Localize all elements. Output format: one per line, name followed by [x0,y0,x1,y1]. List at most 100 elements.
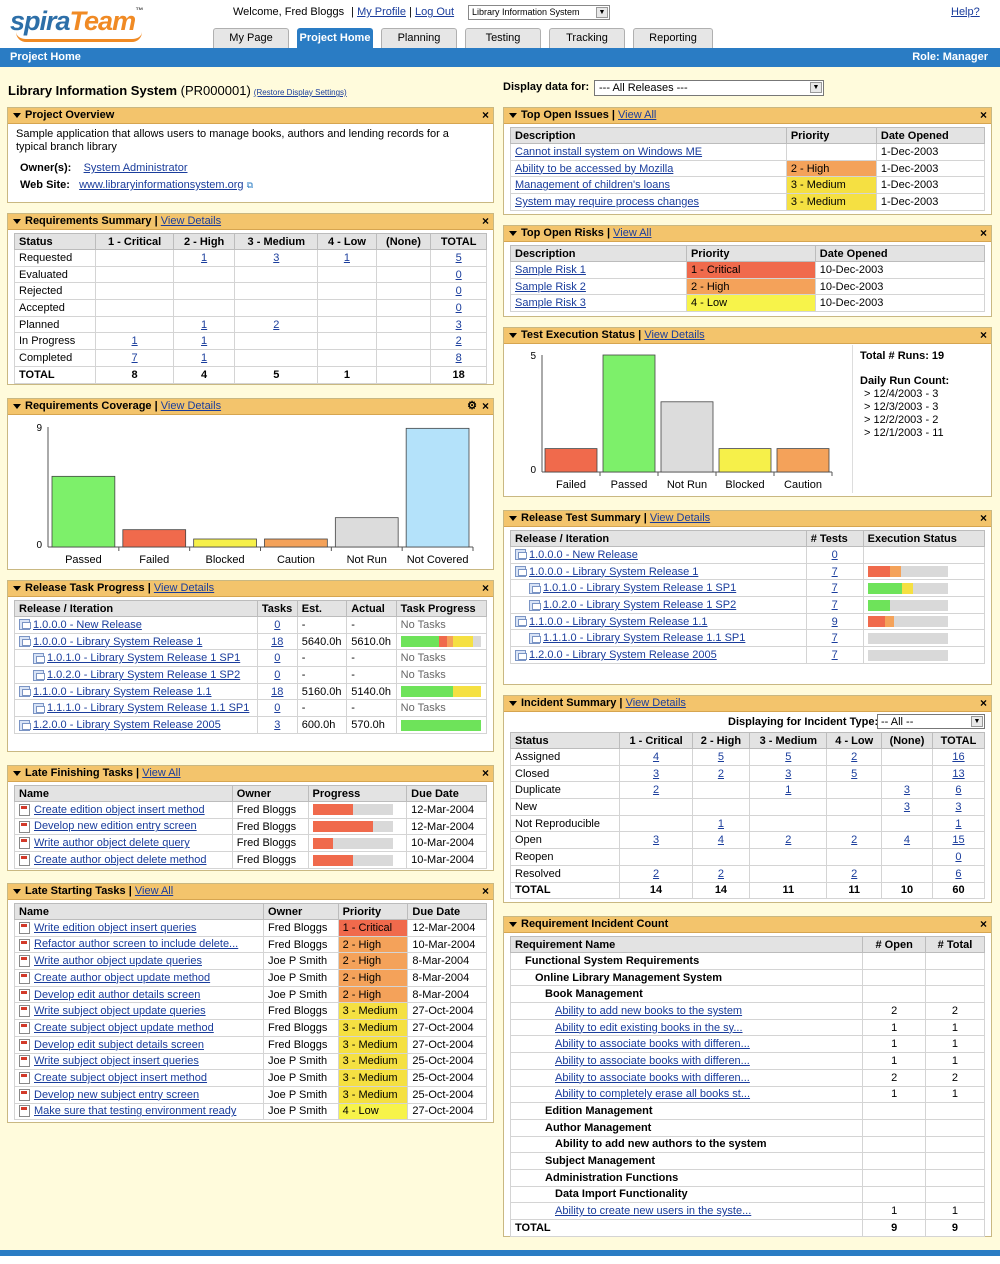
close-icon[interactable]: × [979,511,987,525]
table-cell[interactable]: 1 [931,814,986,833]
table-cell[interactable] [172,282,236,301]
table-cell[interactable] [826,781,882,800]
view-details-link[interactable]: View Details [160,215,222,227]
release-link[interactable]: 1.1.0.0 - Library System Release 1.1 [529,615,708,628]
table-cell[interactable] [881,848,933,866]
release-cell[interactable]: 1.0.1.0 - Library System Release 1 SP1 [510,579,807,598]
table-cell[interactable]: 7 [805,646,864,664]
table-cell[interactable] [95,249,174,267]
close-icon[interactable]: × [979,328,987,342]
release-link[interactable]: 1.0.0.0 - New Release [529,548,638,561]
table-cell[interactable]: 2 [749,831,828,850]
column-header[interactable]: Status [509,732,621,749]
release-link[interactable]: 1.0.0.0 - New Release [33,618,142,631]
column-header[interactable]: (None) [375,233,432,250]
column-header[interactable]: # Tests [805,530,864,547]
requirement-link[interactable]: Ability to completely erase all books st… [555,1088,751,1101]
cell-link[interactable]: 3 [455,318,462,331]
table-cell[interactable]: 2 [691,764,751,783]
table-cell[interactable] [317,265,377,284]
task-name-cell[interactable]: Write subject object insert queries [13,1052,265,1071]
task-link[interactable]: Create author object delete method [34,853,207,866]
cell-link[interactable]: 3 [785,767,792,780]
bar-passed[interactable] [602,354,656,473]
requirement-link[interactable]: Ability to associate books with differen… [555,1038,750,1051]
table-cell[interactable] [881,764,933,783]
table-cell[interactable]: 1 [172,249,236,267]
release-link[interactable]: 1.2.0.0 - Library System Release 2005 [33,718,221,731]
table-cell[interactable]: 0 [430,282,487,301]
cell-link[interactable]: 0 [455,301,462,314]
task-name-cell[interactable]: Write subject object update queries [13,1002,265,1021]
task-link[interactable]: Write edition object insert queries [34,921,197,934]
table-cell[interactable] [749,814,828,833]
column-header[interactable]: Priority [337,903,409,920]
requirement-cell[interactable]: Ability to completely erase all books st… [509,1085,864,1104]
requirement-cell[interactable]: Ability to associate books with differen… [509,1052,864,1070]
project-select[interactable]: Library Information System ▼ [468,5,610,20]
release-link[interactable]: 1.1.1.0 - Library System Release 1.1 SP1 [47,702,250,715]
cell-link[interactable]: 3 [903,800,911,813]
restore-display-link[interactable]: (Restore Display Settings) [253,88,347,97]
column-header[interactable]: Requirement Name [509,936,864,953]
column-header[interactable]: Name [14,785,233,802]
task-link[interactable]: Refactor author screen to include delete… [34,938,239,951]
close-icon[interactable]: × [481,214,489,228]
column-header[interactable]: Owner [263,903,339,920]
task-name-cell[interactable]: Write edition object insert queries [13,919,265,937]
table-cell[interactable]: 0 [256,699,298,718]
bar-passed[interactable] [51,475,116,548]
table-cell[interactable]: 5 [749,748,828,766]
cell-link[interactable]: 4 [652,750,660,763]
column-header[interactable]: Name [13,903,265,920]
column-header[interactable]: # Open [862,936,926,953]
table-cell[interactable]: 3 [430,315,487,334]
cell-link[interactable]: Sample Risk 2 [515,280,586,293]
cell-link[interactable]: 7 [831,648,838,661]
task-name-cell[interactable]: Develop edit author details screen [13,985,265,1004]
cell-link[interactable]: 0 [831,548,838,561]
column-header[interactable]: (None) [881,732,933,749]
table-cell[interactable]: System may require process changes [510,193,787,211]
cell-link[interactable]: 2 [273,318,280,331]
requirement-link[interactable]: Ability to associate books with differen… [555,1054,750,1067]
table-cell[interactable] [95,265,174,284]
column-header[interactable]: Description [510,245,687,262]
table-cell[interactable]: 0 [430,265,487,284]
table-cell[interactable]: 1 [749,781,828,800]
collapse-icon[interactable] [509,113,517,118]
column-header[interactable]: Due Date [407,903,487,920]
table-cell[interactable] [317,315,377,334]
column-header[interactable]: Date Opened [875,127,986,144]
release-cell[interactable]: 1.0.0.0 - Library System Release 1 [14,632,258,651]
requirement-cell[interactable]: Ability to create new users in the syste… [509,1202,864,1220]
table-cell[interactable] [95,299,174,317]
column-header[interactable]: Release / Iteration [14,600,258,617]
collapse-icon[interactable] [13,586,21,591]
close-icon[interactable]: × [979,917,987,931]
table-cell[interactable]: 5 [691,748,751,766]
cell-link[interactable]: 2 [851,750,858,763]
table-cell[interactable]: Sample Risk 1 [510,261,687,279]
column-header[interactable]: Description [510,127,787,144]
bar-not-covered[interactable] [405,427,470,548]
cell-link[interactable]: 0 [274,668,281,681]
task-link[interactable]: Create author object update method [34,971,211,984]
table-cell[interactable] [172,265,236,284]
column-header[interactable]: Priority [785,127,877,144]
table-cell[interactable]: 0 [256,649,298,668]
column-header[interactable]: 1 - Critical [95,233,174,250]
table-cell[interactable]: 1 [172,315,236,334]
view-all-link[interactable]: View All [134,885,174,897]
task-name-cell[interactable]: Create subject object update method [13,1019,265,1037]
cell-link[interactable]: 1 [955,817,962,830]
close-icon[interactable]: × [481,581,489,595]
close-icon[interactable]: × [979,226,987,240]
release-link[interactable]: 1.1.1.0 - Library System Release 1.1 SP1 [543,632,746,645]
task-name-cell[interactable]: Create subject object insert method [13,1069,265,1087]
bar-failed[interactable] [122,529,187,548]
table-cell[interactable] [317,282,377,301]
requirement-cell[interactable]: Ability to associate books with differen… [509,1068,864,1087]
table-cell[interactable] [619,798,693,816]
cell-link[interactable]: 2 [851,834,858,847]
